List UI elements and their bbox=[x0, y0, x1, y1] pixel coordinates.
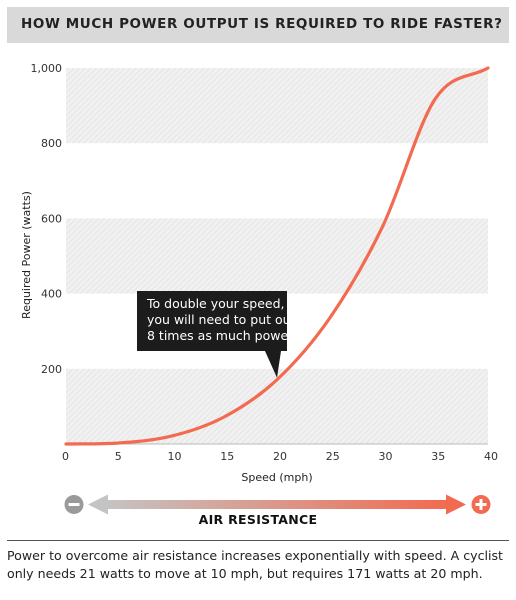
arrow-left-head bbox=[88, 494, 108, 515]
x-axis-label: Speed (mph) bbox=[241, 471, 312, 484]
y-tick-label: 800 bbox=[41, 137, 62, 150]
y-tick-label: 200 bbox=[41, 363, 62, 376]
title-bar: HOW MUCH POWER OUTPUT IS REQUIRED TO RID… bbox=[7, 7, 509, 43]
x-tick-label: 0 bbox=[62, 450, 69, 463]
x-tick-label: 15 bbox=[220, 450, 234, 463]
y-tick-label: 1,000 bbox=[31, 62, 63, 75]
y-axis-label: Required Power (watts) bbox=[20, 191, 33, 319]
callout-line: To double your speed, bbox=[146, 296, 285, 311]
grid-band bbox=[66, 218, 488, 294]
x-tick-label: 30 bbox=[379, 450, 393, 463]
air-resistance-arrow bbox=[64, 494, 491, 515]
x-tick-label: 40 bbox=[484, 450, 498, 463]
callout-line: 8 times as much power. bbox=[147, 328, 296, 343]
y-tick-labels: 200 400 600 800 1,000 bbox=[31, 62, 63, 376]
y-tick-label: 600 bbox=[41, 212, 62, 225]
callout-box bbox=[137, 291, 287, 351]
x-tick-labels: 0 5 10 15 20 25 30 35 40 bbox=[62, 450, 498, 463]
callout-line: you will need to put out bbox=[147, 312, 296, 327]
y-tick-label: 400 bbox=[41, 288, 62, 301]
x-tick-label: 20 bbox=[273, 450, 287, 463]
x-tick-label: 25 bbox=[326, 450, 340, 463]
power-chart: 200 400 600 800 1,000 0 5 10 15 20 25 30 35 40 Requi… bbox=[20, 62, 498, 515]
chart-title: HOW MUCH POWER OUTPUT IS REQUIRED TO RID… bbox=[21, 16, 503, 32]
callout-annotation: To double your speed,you will need to pu… bbox=[137, 291, 296, 378]
caption-divider bbox=[7, 540, 509, 541]
callout-pointer bbox=[265, 351, 281, 378]
caption-text: Power to overcome air resistance increas… bbox=[7, 548, 503, 581]
air-resistance-label: AIR RESISTANCE bbox=[198, 512, 318, 527]
x-tick-label: 5 bbox=[115, 450, 122, 463]
x-tick-label: 35 bbox=[431, 450, 445, 463]
grid-band bbox=[66, 68, 488, 144]
grid-bands bbox=[66, 68, 488, 444]
power-curve bbox=[64, 66, 490, 446]
x-tick-label: 10 bbox=[168, 450, 182, 463]
arrow-right-head bbox=[446, 494, 466, 515]
